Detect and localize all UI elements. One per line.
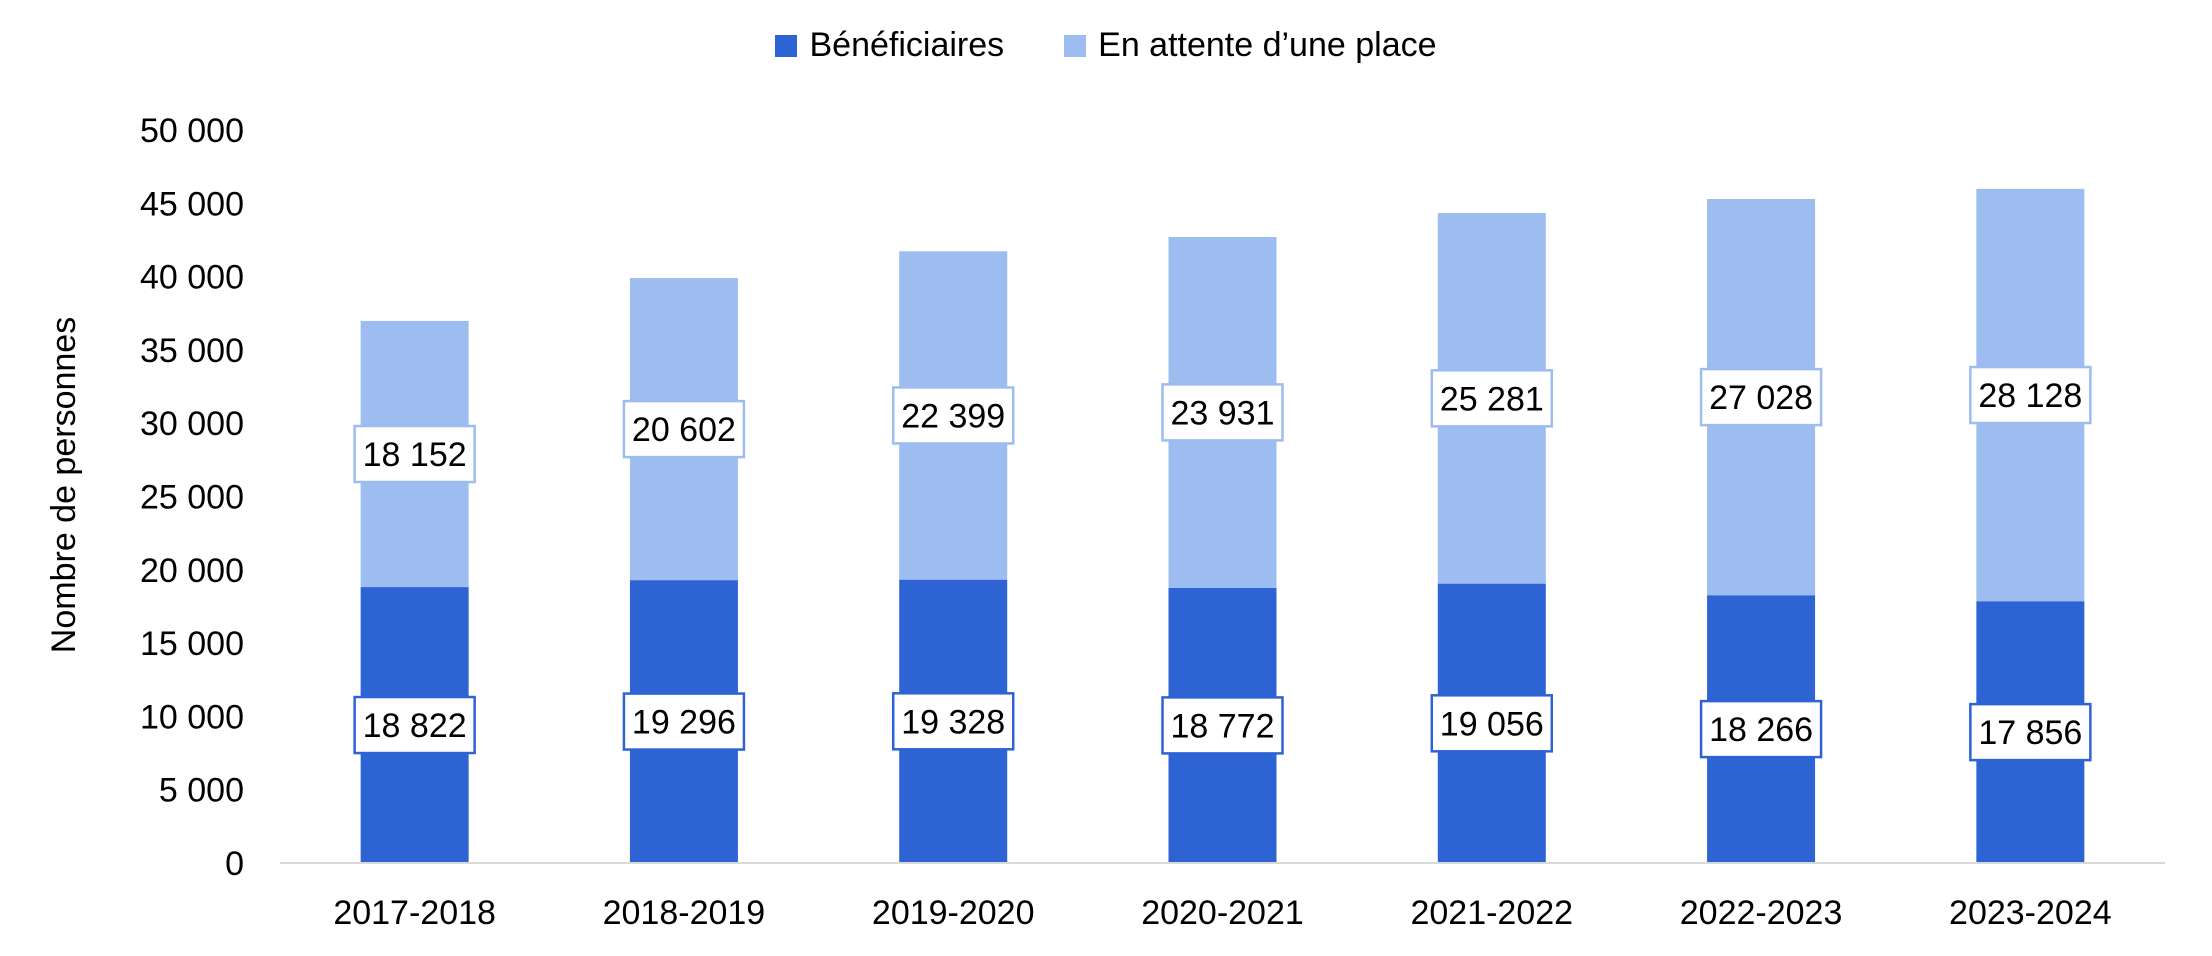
data-label-box xyxy=(1161,383,1284,442)
data-label: 18 822 xyxy=(363,707,467,745)
y-tick-label: 30 000 xyxy=(140,405,244,443)
data-label: 18 152 xyxy=(363,436,467,474)
x-axis: 2017-2018 2018-2019 2019-2020 2020-2021 2021… xyxy=(280,862,2165,932)
x-tick-label: 2017-2018 xyxy=(333,894,496,932)
bars: 18 822 18 152 19 296 20 602 19 328 22 399 18 7… xyxy=(353,188,2092,863)
data-label-box xyxy=(1969,702,2092,762)
data-label-box xyxy=(1969,365,2092,425)
data-label-box xyxy=(353,424,476,484)
data-label-box xyxy=(622,399,746,459)
data-label-box xyxy=(622,692,746,751)
legend-item-en-attente: En attente d’une place xyxy=(1064,26,1437,65)
data-label: 22 399 xyxy=(901,397,1005,435)
data-label-box xyxy=(891,692,1015,751)
y-axis-title: Nombre de personnes xyxy=(45,317,83,653)
chart-legend: Bénéficiaires En attente d’une place xyxy=(0,26,2212,65)
data-label-box xyxy=(1161,696,1284,755)
data-label-box xyxy=(1430,369,1554,428)
legend-label-beneficiaires: Bénéficiaires xyxy=(809,26,1005,64)
x-tick-label: 2023-2024 xyxy=(1949,894,2112,932)
y-tick-label: 20 000 xyxy=(140,552,244,590)
y-axis: 0 5 000 10 000 15 000 20 000 25 000 30 000 35 0… xyxy=(140,112,244,883)
x-tick-label: 2022-2023 xyxy=(1680,894,1843,932)
x-tick-label: 2020-2021 xyxy=(1141,894,1304,932)
legend-label-en-attente: En attente d’une place xyxy=(1098,26,1437,64)
data-label: 19 056 xyxy=(1440,705,1544,743)
data-label: 27 028 xyxy=(1709,379,1813,417)
y-tick-label: 40 000 xyxy=(140,259,244,297)
legend-item-beneficiaires: Bénéficiaires xyxy=(775,26,1004,65)
data-label: 20 602 xyxy=(632,411,736,449)
y-tick-label: 35 000 xyxy=(140,332,244,370)
data-label-box xyxy=(891,386,1015,445)
data-label: 19 328 xyxy=(901,703,1005,741)
data-label: 19 296 xyxy=(632,704,736,742)
legend-swatch-beneficiaires xyxy=(775,34,798,57)
data-label: 18 772 xyxy=(1171,707,1275,745)
data-label-box xyxy=(1430,694,1554,753)
y-tick-label: 25 000 xyxy=(140,479,244,517)
data-label: 17 856 xyxy=(1978,714,2082,752)
data-label-box xyxy=(353,695,476,755)
y-tick-label: 0 xyxy=(225,845,244,883)
y-tick-label: 15 000 xyxy=(140,625,244,663)
y-tick-label: 45 000 xyxy=(140,185,244,223)
x-tick-label: 2018-2019 xyxy=(603,894,766,932)
data-label: 28 128 xyxy=(1978,377,2082,415)
data-label: 25 281 xyxy=(1440,380,1544,418)
x-tick-label: 2019-2020 xyxy=(872,894,1035,932)
y-tick-label: 5 000 xyxy=(159,772,244,810)
y-tick-label: 50 000 xyxy=(140,112,244,150)
legend-swatch-en-attente xyxy=(1064,34,1087,57)
data-label: 18 266 xyxy=(1709,711,1813,749)
data-label-box xyxy=(1699,699,1823,759)
data-label: 23 931 xyxy=(1171,394,1275,432)
x-tick-label: 2021-2022 xyxy=(1410,894,1573,932)
y-tick-label: 10 000 xyxy=(140,698,244,736)
data-label-box xyxy=(1699,367,1823,427)
